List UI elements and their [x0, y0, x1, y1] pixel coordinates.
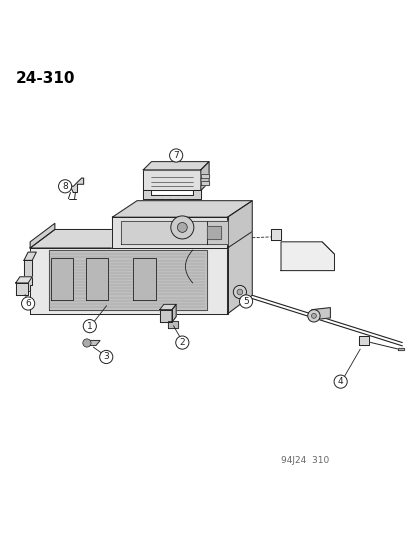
- Circle shape: [100, 350, 113, 364]
- Polygon shape: [112, 201, 252, 217]
- Polygon shape: [270, 230, 280, 240]
- Circle shape: [171, 216, 193, 239]
- Polygon shape: [143, 170, 200, 190]
- Polygon shape: [168, 321, 178, 328]
- Polygon shape: [311, 308, 330, 320]
- Text: 1: 1: [87, 321, 93, 330]
- Polygon shape: [85, 341, 100, 345]
- Text: 5: 5: [242, 297, 248, 306]
- Polygon shape: [30, 248, 227, 314]
- Polygon shape: [16, 283, 28, 295]
- Polygon shape: [112, 217, 227, 248]
- Polygon shape: [159, 310, 172, 322]
- Polygon shape: [85, 259, 108, 300]
- Polygon shape: [30, 223, 55, 248]
- Circle shape: [333, 375, 347, 388]
- Polygon shape: [227, 201, 252, 248]
- Polygon shape: [16, 277, 32, 283]
- Polygon shape: [30, 230, 252, 248]
- Text: 4: 4: [337, 377, 343, 386]
- Polygon shape: [206, 226, 221, 239]
- Text: 8: 8: [62, 182, 68, 191]
- Circle shape: [21, 297, 35, 310]
- Circle shape: [169, 149, 182, 162]
- Polygon shape: [200, 174, 209, 179]
- Polygon shape: [143, 190, 200, 199]
- Circle shape: [237, 289, 242, 295]
- Circle shape: [311, 313, 316, 318]
- Circle shape: [233, 285, 246, 298]
- Polygon shape: [358, 336, 368, 345]
- Polygon shape: [51, 259, 73, 300]
- Text: 94J24  310: 94J24 310: [280, 456, 328, 465]
- Polygon shape: [159, 304, 176, 310]
- Text: 3: 3: [103, 352, 109, 361]
- Polygon shape: [227, 230, 252, 314]
- Polygon shape: [120, 221, 206, 244]
- Polygon shape: [200, 161, 209, 190]
- Text: 6: 6: [25, 299, 31, 308]
- Polygon shape: [397, 348, 403, 350]
- Circle shape: [239, 295, 252, 308]
- Polygon shape: [206, 221, 227, 244]
- Polygon shape: [143, 161, 209, 170]
- Circle shape: [307, 310, 319, 322]
- Polygon shape: [24, 260, 32, 291]
- Circle shape: [83, 339, 91, 347]
- Circle shape: [58, 180, 71, 193]
- Polygon shape: [200, 181, 209, 185]
- Text: 7: 7: [173, 151, 178, 160]
- Polygon shape: [172, 304, 176, 322]
- Circle shape: [83, 320, 96, 333]
- Circle shape: [176, 336, 188, 349]
- Polygon shape: [49, 250, 206, 310]
- Polygon shape: [133, 259, 155, 300]
- Text: 2: 2: [179, 338, 185, 347]
- Text: 24-310: 24-310: [16, 71, 75, 86]
- Polygon shape: [24, 252, 36, 260]
- Circle shape: [177, 222, 187, 232]
- Polygon shape: [280, 242, 334, 271]
- Polygon shape: [65, 178, 83, 192]
